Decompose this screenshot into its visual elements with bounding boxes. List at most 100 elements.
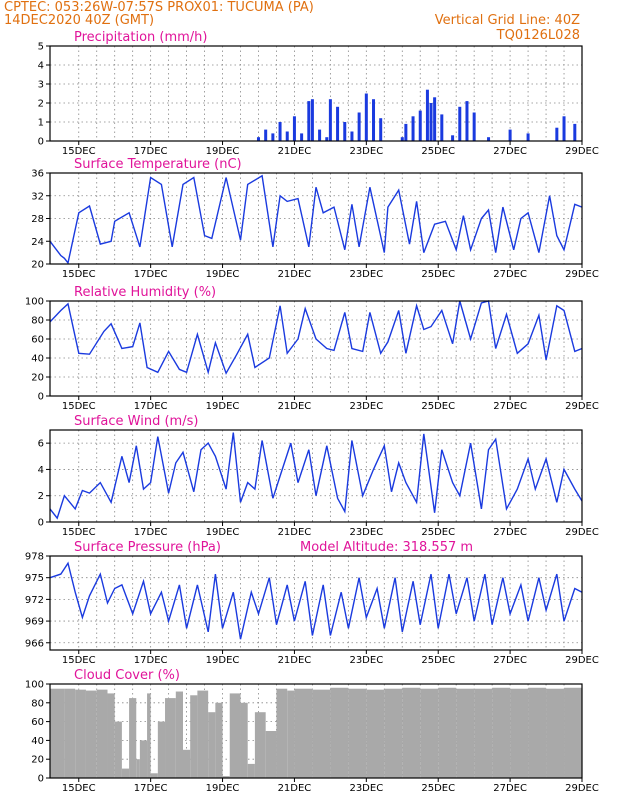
cloud-cover-column: [474, 688, 493, 778]
cloud-cover-column: [136, 759, 140, 778]
precip-bar: [411, 116, 415, 141]
precip-bar: [364, 93, 368, 141]
y-tick-label: 972: [25, 595, 44, 606]
precip-bar: [350, 131, 354, 141]
x-tick-label: 23DEC: [349, 401, 383, 412]
cloud-cover-column: [64, 688, 76, 778]
y-tick-label: 978: [25, 552, 44, 563]
wind-title: Surface Wind (m/s): [74, 414, 198, 429]
x-tick-label: 27DEC: [493, 783, 527, 794]
x-tick-label: 25DEC: [421, 527, 455, 538]
y-tick-label: 24: [31, 237, 44, 248]
precip-bar: [307, 101, 311, 141]
y-tick-label: 20: [31, 755, 44, 766]
precipitation-title: Precipitation (mm/h): [74, 30, 207, 45]
x-tick-label: 15DEC: [62, 269, 96, 280]
temperature-panel: 20 24 28 32 36 15DEC 17DEC 19DEC 21DEC 23DEC 25DEC…: [31, 157, 599, 280]
cloud-cover-column: [348, 688, 367, 778]
y-tick-label: 966: [25, 638, 44, 649]
header-location: CPTEC: 053:26W-07:57S PROX01: TUCUMA (PA…: [4, 0, 314, 15]
x-tick-label: 25DEC: [421, 655, 455, 666]
cloud-cover-column: [190, 695, 198, 778]
y-tick-label: 3: [38, 80, 44, 91]
x-tick-label: 23DEC: [349, 269, 383, 280]
precip-bar: [400, 137, 404, 141]
y-tick-label: 36: [31, 169, 44, 180]
wind-panel: 0 2 4 6 15DEC 17DEC 19DEC 21DEC 23DEC 25DEC 27DEC 2…: [38, 414, 599, 538]
y-tick-label: 0: [38, 137, 44, 148]
x-tick-label: 29DEC: [565, 655, 599, 666]
y-tick-label: 2: [38, 99, 44, 110]
y-tick-label: 4: [38, 465, 44, 476]
cloud-cover-column: [96, 689, 108, 778]
precip-bar: [325, 137, 329, 141]
y-tick-label: 60: [31, 335, 44, 346]
pressure-title: Surface Pressure (hPa): [74, 540, 221, 555]
y-tick-label: 1: [38, 118, 44, 129]
cloud-cover-column: [165, 698, 176, 778]
cloud-cover-column: [247, 763, 255, 778]
x-tick-label: 21DEC: [278, 269, 312, 280]
x-tick-label: 29DEC: [565, 146, 599, 157]
x-tick-label: 29DEC: [565, 527, 599, 538]
precip-bar: [285, 131, 289, 141]
y-tick-label: 40: [31, 736, 44, 747]
cloud-cover-column: [121, 768, 130, 778]
x-tick-label: 23DEC: [349, 527, 383, 538]
x-tick-label: 25DEC: [421, 269, 455, 280]
x-tick-label: 15DEC: [62, 783, 96, 794]
x-tick-label: 27DEC: [493, 655, 527, 666]
x-tick-label: 19DEC: [206, 146, 240, 157]
x-tick-label: 19DEC: [206, 527, 240, 538]
cloud-cover-column: [215, 702, 223, 778]
cloud-cover-column: [240, 702, 248, 778]
x-tick-label: 25DEC: [421, 783, 455, 794]
precip-bar: [440, 114, 444, 141]
x-tick-label: 15DEC: [62, 527, 96, 538]
cloud-cover-column: [107, 693, 115, 778]
cloud-cover-column: [265, 731, 277, 778]
cloud-cover-column: [438, 687, 457, 778]
cloud-cover-panel: 0 20 40 60 80 100 15DEC 17DEC 19DEC 21DEC 23DEC 25D…: [25, 668, 599, 794]
precip-bar: [418, 110, 422, 141]
cloud-cover-column: [366, 689, 385, 778]
cloud-cover-column: [197, 690, 209, 778]
x-tick-label: 15DEC: [62, 655, 96, 666]
precipitation-panel: 0 1 2 3 4 5 15DEC 17DEC 19DEC 21DEC 23DEC 25DEC 27DE…: [38, 30, 599, 157]
precip-bar: [429, 103, 433, 141]
cloud-cover-column: [208, 712, 216, 778]
x-tick-label: 29DEC: [565, 269, 599, 280]
precip-bar: [292, 116, 296, 141]
precip-bar: [300, 133, 304, 141]
x-tick-label: 17DEC: [134, 401, 168, 412]
y-tick-label: 5: [38, 42, 44, 53]
x-tick-label: 27DEC: [493, 527, 527, 538]
precip-bar: [451, 135, 455, 141]
precip-bar: [487, 137, 491, 141]
y-tick-label: 20: [31, 373, 44, 384]
y-tick-label: 100: [25, 297, 44, 308]
precip-bar: [336, 106, 340, 141]
humidity-frame: [49, 300, 583, 397]
precip-bar: [318, 129, 322, 141]
precip-bar: [573, 123, 577, 141]
precip-bar: [562, 116, 566, 141]
x-tick-label: 29DEC: [565, 401, 599, 412]
x-tick-label: 25DEC: [421, 401, 455, 412]
x-tick-label: 27DEC: [493, 269, 527, 280]
y-tick-label: 20: [31, 260, 44, 271]
cloud-cover-column: [147, 693, 151, 778]
cloud-cover-frame: [49, 683, 583, 779]
pressure-series-line: [49, 561, 583, 640]
y-tick-label: 80: [31, 698, 44, 709]
precipitation-frame: [49, 45, 583, 142]
humidity-panel: 0 20 40 60 80 100 15DEC 17DEC 19DEC 21DEC 23DEC 25D…: [25, 285, 599, 412]
precip-bar: [379, 118, 383, 141]
x-tick-label: 21DEC: [278, 527, 312, 538]
x-tick-label: 17DEC: [134, 527, 168, 538]
x-tick-label: 23DEC: [349, 655, 383, 666]
precip-bar: [256, 137, 260, 141]
y-tick-label: 969: [25, 617, 44, 628]
temperature-series-line: [49, 174, 583, 265]
cloud-cover-column: [294, 688, 313, 778]
